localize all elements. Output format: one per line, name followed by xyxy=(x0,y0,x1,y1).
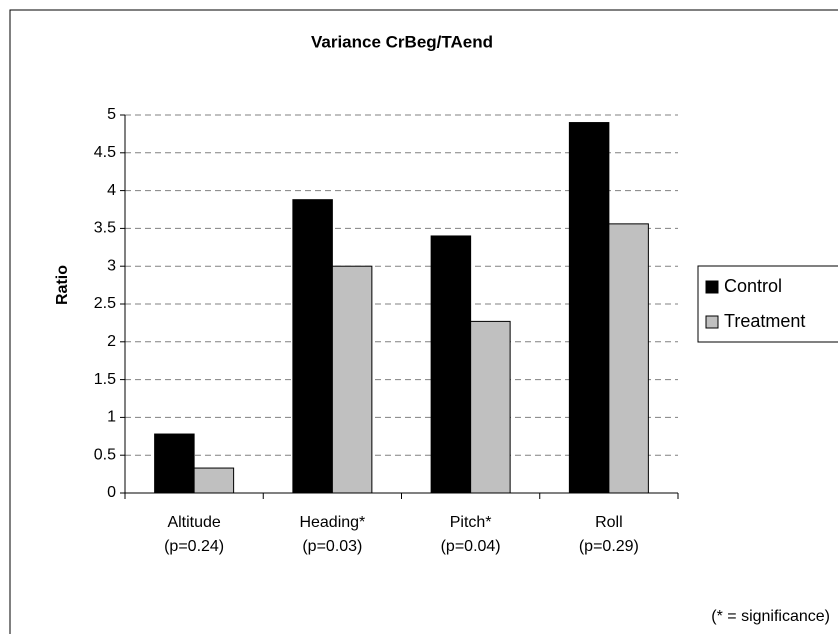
bar xyxy=(292,199,333,494)
x-tick-label: (p=0.03) xyxy=(302,538,362,555)
legend-label: Control xyxy=(724,276,782,296)
bar xyxy=(568,122,610,494)
legend-swatch xyxy=(705,315,719,329)
legend-label: Treatment xyxy=(724,311,805,331)
annotation: (* = significance) xyxy=(711,608,830,625)
bar xyxy=(193,467,235,494)
x-tick-label: Altitude xyxy=(167,514,220,531)
legend-swatch xyxy=(705,280,719,294)
y-axis-label: Ratio xyxy=(54,265,71,305)
y-tick-label: 2 xyxy=(107,333,116,350)
y-tick-label: 3.5 xyxy=(94,220,116,237)
y-tick-label: 4 xyxy=(107,182,116,199)
y-tick-label: 3 xyxy=(107,257,116,274)
y-tick-label: 0.5 xyxy=(94,446,116,463)
chart-title: Variance CrBeg/TAend xyxy=(311,32,493,51)
y-tick-label: 1.5 xyxy=(94,371,116,388)
y-tick-label: 0 xyxy=(107,484,116,501)
y-tick-label: 5 xyxy=(107,106,116,123)
x-tick-label: (p=0.04) xyxy=(441,538,501,555)
x-tick-label: Pitch* xyxy=(450,514,492,531)
x-tick-label: (p=0.24) xyxy=(164,538,224,555)
x-tick-label: Roll xyxy=(595,514,623,531)
bar xyxy=(608,223,649,494)
x-tick-label: Heading* xyxy=(299,514,365,531)
legend-box xyxy=(697,265,838,343)
x-tick-label: (p=0.29) xyxy=(579,538,639,555)
bar xyxy=(430,235,472,494)
y-tick-label: 1 xyxy=(107,409,116,426)
bar xyxy=(331,265,373,494)
y-tick-label: 2.5 xyxy=(94,295,116,312)
bar xyxy=(154,433,195,494)
y-tick-label: 4.5 xyxy=(94,144,116,161)
bar xyxy=(470,320,511,494)
